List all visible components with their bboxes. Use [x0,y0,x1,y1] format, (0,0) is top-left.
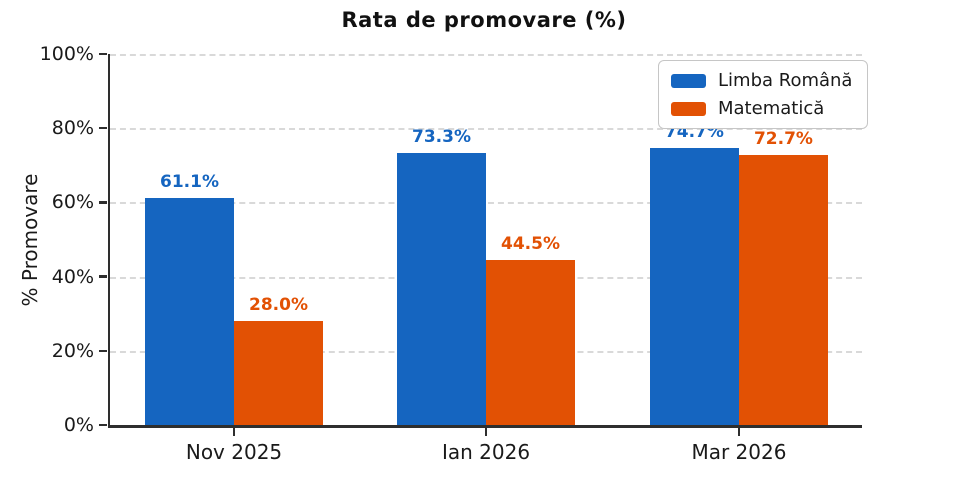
bar-value-label: 73.3% [412,127,471,148]
x-tick-label: Mar 2026 [691,440,787,464]
bar-value-label: 61.1% [160,172,219,193]
plot-area: 0% 20% 40% 60% 80% 100% 61.1% 28.0% Nov 2025 73.3… [40,43,862,464]
legend-label: Limba Română [718,70,853,91]
x-tick-label: Nov 2025 [185,440,283,464]
y-tick-label: 60% [51,191,94,214]
bar [234,321,323,425]
y-tick-mark [99,52,107,56]
bar-value-label: 28.0% [249,295,308,316]
x-tick-mark [484,428,488,436]
y-tick-mark [99,201,107,204]
y-tick-mark [99,275,107,278]
bar-value-label: 44.5% [501,233,560,254]
x-tick-label: Ian 2026 [441,440,531,464]
legend-swatch [671,73,706,88]
gridline [110,54,862,56]
legend-swatch [671,101,706,116]
bar [145,198,234,425]
gridline [110,202,862,205]
bar [397,153,486,425]
y-tick-mark [99,126,107,130]
bar [649,147,739,425]
y-tick-label: 20% [51,339,94,362]
gridline [110,128,862,131]
bar-value-label: 72.7% [753,129,813,150]
chart-title: Rata de promovare (%) [341,8,627,32]
bar [738,155,828,425]
legend-item: Limba Română [671,70,852,91]
legend-item: Matematică [671,98,852,119]
y-axis-label: % Promovare [18,173,42,307]
x-tick-mark [737,428,741,436]
legend-label: Matematică [718,98,825,119]
x-tick-mark [232,428,236,436]
y-tick-label: 40% [51,265,94,288]
y-tick-label: 80% [51,117,94,140]
y-tick-label: 100% [39,43,94,65]
bar [486,259,575,425]
y-tick-mark [99,423,107,427]
y-tick-label: 0% [63,414,94,436]
y-tick-mark [99,349,107,353]
legend: Limba Română Matematică [658,60,869,129]
